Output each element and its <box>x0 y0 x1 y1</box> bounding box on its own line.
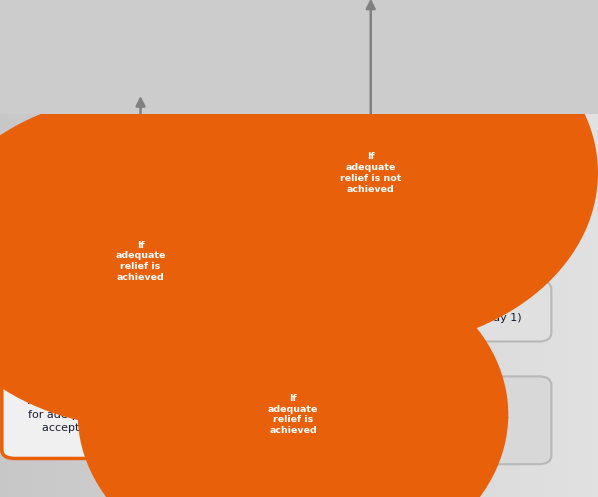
Text: If
adequate
relief is
achieved: If adequate relief is achieved <box>268 394 318 435</box>
FancyBboxPatch shape <box>2 371 208 458</box>
Text: Every 4-6 hours
(maximum 700 mg on Day 1): Every 4-6 hours (maximum 700 mg on Day 1… <box>357 299 522 323</box>
Text: (maximum 600 mg daily): (maximum 600 mg daily) <box>374 435 505 446</box>
Text: DAY 2 AND BEYOND: DAY 2 AND BEYOND <box>378 395 501 405</box>
Text: Adjust and maintain dosing
for adequate analgesia and
acceptable tolerability: Adjust and maintain dosing for adequate … <box>28 397 182 433</box>
Text: Every 4-6 hours thereafter: Every 4-6 hours thereafter <box>370 415 509 425</box>
Text: NUCYNTA®: NUCYNTA® <box>111 174 170 184</box>
FancyBboxPatch shape <box>328 376 551 464</box>
FancyBboxPatch shape <box>328 204 551 265</box>
Text: DAY 1: DAY 1 <box>123 152 158 162</box>
FancyBboxPatch shape <box>23 280 258 341</box>
Text: depending on pain intensity: depending on pain intensity <box>68 219 213 229</box>
Text: Every 4-6 hours thereafter
(maximum 600 mg daily): Every 4-6 hours thereafter (maximum 600 … <box>66 299 215 323</box>
Ellipse shape <box>0 95 356 427</box>
FancyBboxPatch shape <box>328 280 551 341</box>
Text: If
adequate
relief is not
achieved: If adequate relief is not achieved <box>340 153 401 194</box>
Text: If
adequate
relief is
achieved: If adequate relief is achieved <box>115 241 166 282</box>
Ellipse shape <box>144 0 598 348</box>
Ellipse shape <box>78 248 508 497</box>
Text: Administer second dose as
early as 1 hour later: Administer second dose as early as 1 hou… <box>365 223 514 246</box>
Text: 50 mg, 75 mg, or 100 mg,: 50 mg, 75 mg, or 100 mg, <box>72 196 209 206</box>
FancyBboxPatch shape <box>29 132 252 248</box>
